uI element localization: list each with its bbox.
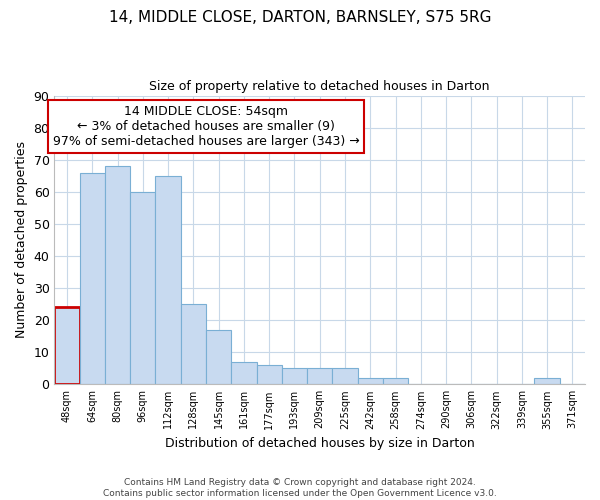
Bar <box>257 365 282 384</box>
Bar <box>105 166 130 384</box>
Bar <box>383 378 408 384</box>
Text: 14 MIDDLE CLOSE: 54sqm
← 3% of detached houses are smaller (9)
97% of semi-detac: 14 MIDDLE CLOSE: 54sqm ← 3% of detached … <box>53 105 359 148</box>
Bar <box>181 304 206 384</box>
Bar <box>535 378 560 384</box>
Y-axis label: Number of detached properties: Number of detached properties <box>15 142 28 338</box>
Bar <box>206 330 231 384</box>
Bar <box>332 368 358 384</box>
Bar <box>55 308 80 384</box>
Text: Contains HM Land Registry data © Crown copyright and database right 2024.
Contai: Contains HM Land Registry data © Crown c… <box>103 478 497 498</box>
Bar <box>282 368 307 384</box>
Title: Size of property relative to detached houses in Darton: Size of property relative to detached ho… <box>149 80 490 93</box>
Text: 14, MIDDLE CLOSE, DARTON, BARNSLEY, S75 5RG: 14, MIDDLE CLOSE, DARTON, BARNSLEY, S75 … <box>109 10 491 25</box>
Bar <box>231 362 257 384</box>
Bar <box>130 192 155 384</box>
X-axis label: Distribution of detached houses by size in Darton: Distribution of detached houses by size … <box>165 437 475 450</box>
Bar <box>307 368 332 384</box>
Bar <box>358 378 383 384</box>
Bar <box>80 172 105 384</box>
Bar <box>155 176 181 384</box>
